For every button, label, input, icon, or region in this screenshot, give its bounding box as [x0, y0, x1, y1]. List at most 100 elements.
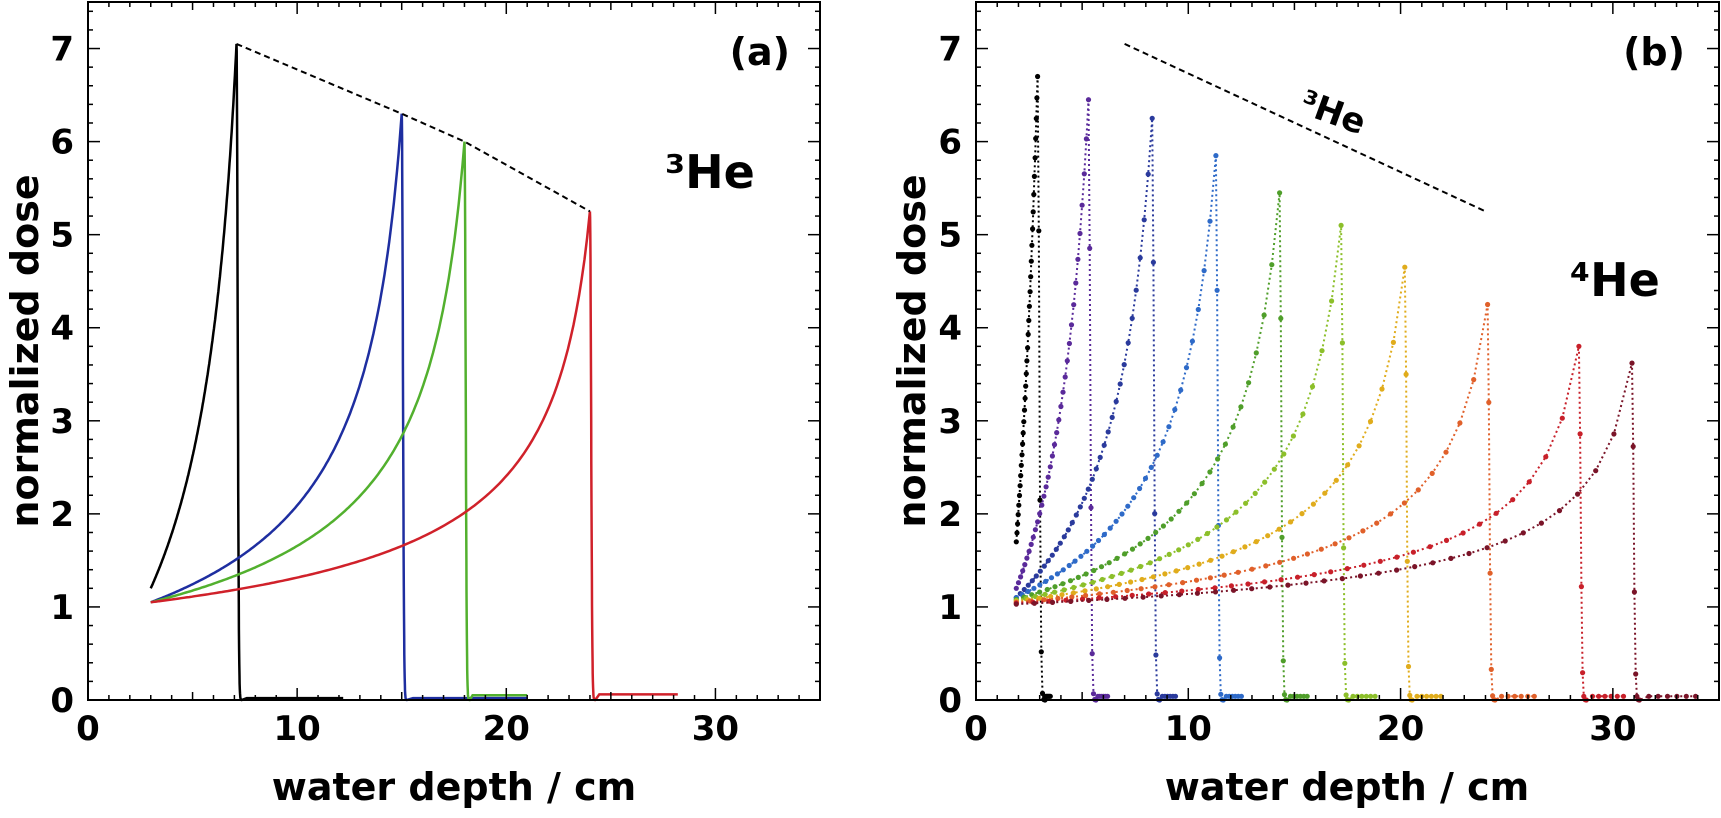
series-b-5-point: [1137, 563, 1144, 570]
series-b-6-point: [1150, 574, 1156, 580]
series-b-3-point: [1107, 525, 1113, 531]
series-b-2-point: [1053, 546, 1059, 552]
series-b-7-point: [1221, 572, 1227, 578]
series-b-4-point: [1037, 589, 1043, 595]
series-b-0-point: [1026, 317, 1032, 324]
series-b-9-point: [1231, 587, 1237, 593]
series-b-5-point: [1368, 693, 1374, 699]
series-b-5-point: [1300, 411, 1306, 417]
series-b-5-point: [1090, 579, 1096, 585]
series-b-8-point: [1228, 583, 1234, 589]
series-b-5-point: [1185, 542, 1191, 548]
plot-b-envelope: [1124, 42, 1486, 213]
series-b-4-point: [1168, 516, 1174, 522]
series-b-9-point: [1556, 508, 1563, 514]
series-b-2-point: [1049, 552, 1055, 558]
series-b-2-point: [1093, 466, 1099, 472]
series-b-1-point: [1077, 230, 1083, 237]
series-b-1-point: [1058, 403, 1064, 410]
series-a-0-line: [149, 43, 344, 702]
series-b-9-point: [1339, 576, 1345, 582]
series-b-7-point: [1304, 551, 1310, 557]
series-b-6-point: [1162, 571, 1168, 577]
series-b-3-point: [1160, 439, 1166, 445]
series-b-9-point: [1122, 595, 1128, 601]
series-b-6-point: [1356, 443, 1362, 449]
series-b-6-point: [1208, 557, 1214, 563]
series-b-7-point: [1152, 584, 1158, 590]
series-b-1-point: [1051, 442, 1058, 448]
series-b-4-point: [1184, 500, 1190, 506]
series-b-2-point: [1172, 693, 1179, 699]
y-tick-label: 5: [938, 216, 962, 256]
series-b-6-point: [1433, 693, 1439, 699]
series-b-6-point: [1403, 371, 1409, 377]
series-b-4-point: [1091, 567, 1097, 574]
series-b-5-point: [1339, 340, 1345, 346]
series-b-2-point: [1025, 582, 1031, 588]
series-b-7-point: [1096, 591, 1103, 597]
y-tick-label: 4: [50, 309, 74, 349]
series-b-2-point: [1117, 381, 1123, 387]
series-b-7-point: [1055, 595, 1061, 602]
series-b-2-point: [1085, 486, 1091, 492]
series-b-7-point: [1374, 520, 1380, 526]
series-b-9-point: [1484, 545, 1490, 551]
series-b-4-point: [1207, 469, 1213, 475]
series-b-5-point: [1342, 660, 1348, 666]
series-b-2-point: [1153, 652, 1159, 658]
series-b-2-point: [1109, 414, 1115, 420]
x-tick-label: 10: [1165, 709, 1212, 749]
x-tick-label: 0: [76, 709, 100, 749]
series-b-3-point: [1189, 338, 1195, 344]
series-b-3-point: [1072, 558, 1078, 564]
series-b-1-point: [1035, 519, 1041, 525]
series-b-6-point: [1322, 490, 1328, 496]
series-b-1-point: [1081, 171, 1087, 177]
x-tick-label: 20: [1377, 709, 1424, 749]
series-b-0-point: [1036, 228, 1042, 234]
series-b-1-point: [1083, 136, 1089, 142]
series-b-1-point: [1037, 510, 1043, 517]
series-b-1-point: [1087, 245, 1093, 251]
series-b-2-point: [1125, 340, 1131, 346]
series-b-5-point: [1157, 556, 1163, 562]
series-b-4-point: [1145, 535, 1151, 542]
series-b-6-line: [1016, 267, 1441, 702]
series-b-6-point: [1379, 386, 1385, 392]
series-b-3-point: [1066, 562, 1072, 569]
series-b-2-point: [1057, 540, 1063, 546]
series-b-6-point: [1093, 586, 1099, 592]
series-b-6-point: [1105, 584, 1111, 590]
y-tick-label: 6: [50, 123, 74, 163]
series-b-2-point: [1033, 573, 1039, 579]
series-b-3-point: [1084, 548, 1090, 554]
series-b-2-point: [1129, 315, 1135, 321]
series-b-6-point: [1253, 539, 1259, 545]
series-b-6-point: [1404, 558, 1410, 564]
series-b-1-point: [1060, 389, 1066, 395]
series-b-5-point: [1343, 692, 1349, 698]
series-b-3-point: [1238, 693, 1244, 699]
series-b-1-point: [1015, 580, 1022, 586]
series-b-0-point: [1025, 331, 1031, 337]
series-b-0-point: [1015, 521, 1021, 527]
series-b-0-point: [1013, 539, 1019, 545]
series-b-0-point: [1026, 303, 1032, 309]
series-b-6-point: [1333, 477, 1339, 483]
series-b-4-line: [1016, 192, 1308, 702]
series-b-9-point: [1630, 443, 1636, 450]
series-b-2-point: [1089, 476, 1095, 482]
series-b-4-point: [1230, 424, 1236, 430]
series-b-9-point: [1520, 530, 1526, 536]
series-b-2-point: [1041, 563, 1047, 569]
series-b-4-point: [1176, 508, 1182, 514]
series-b-5-point: [1166, 551, 1172, 558]
series-b-4-point: [1261, 312, 1267, 318]
series-b-0-point: [1033, 115, 1039, 122]
series-b-1-point: [1062, 374, 1068, 380]
series-b-2-point: [1149, 115, 1155, 121]
series-b-5-point: [1051, 589, 1058, 595]
series-b-9-point: [1140, 594, 1146, 600]
series-b-3-point: [1131, 495, 1137, 501]
